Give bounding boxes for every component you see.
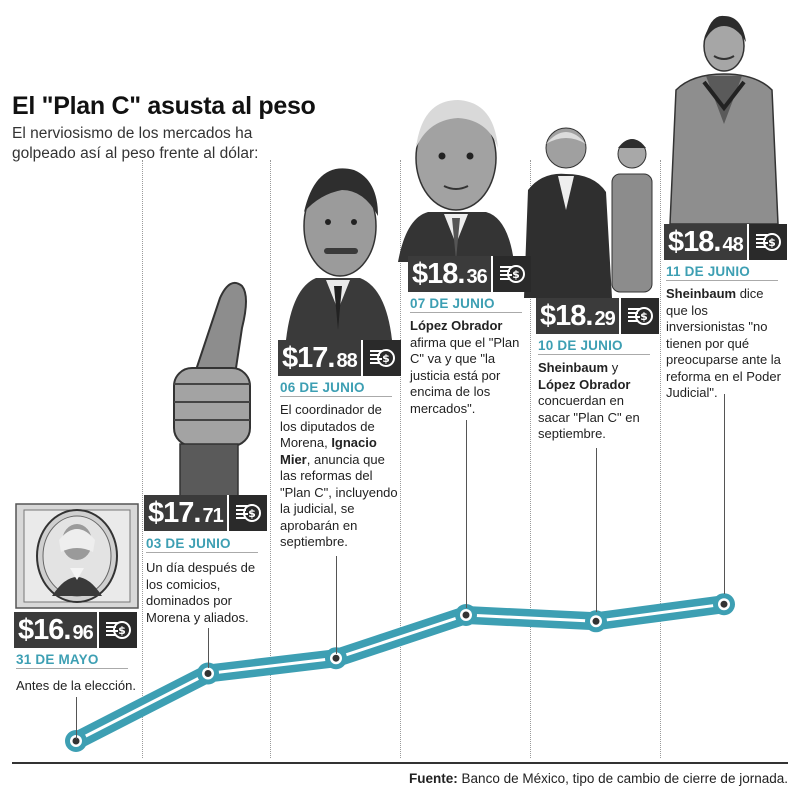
price-decimals: 36 [466,266,487,288]
event-description: El coordinador de los diputados de Moren… [280,402,398,551]
price-label: $17. 71 $ [144,495,267,531]
price-decimals: 71 [202,505,223,527]
event-description: Sheinbaum y López Obrador concuerdan en … [538,360,656,443]
desc-bold-name: López Obrador [410,318,503,333]
svg-text:$: $ [512,268,520,281]
price-decimals: 29 [594,308,615,330]
event-date: 10 DE JUNIO [538,338,650,355]
leader-line [596,448,597,612]
leader-line [336,556,337,654]
desc-text: , anuncia que las reformas del "Plan C",… [280,451,398,550]
desc-bold-name: López Obrador [538,376,631,392]
price-label: $16. 96 $ [14,612,137,648]
price-label: $18. 36 $ [408,256,531,292]
price-label: $17. 88 $ [278,340,401,376]
column-divider [270,160,271,758]
page-title: El "Plan C" asusta al peso [12,92,316,120]
banknote-washington-image [15,503,139,609]
desc-text: dice que los inversionistas "no tienen p… [666,286,781,400]
money-coin-icon: $ [618,298,659,334]
event-date: 03 DE JUNIO [146,536,258,553]
sheinbaum-image [669,15,779,224]
baseline-rule [12,762,788,764]
data-point-center [592,617,600,625]
svg-text:$: $ [768,236,776,249]
price-value: $18. [668,226,721,258]
leader-line [208,628,209,668]
sheinbaum-lopez-obrador-image [524,127,653,298]
price-label: $18. 29 $ [536,298,659,334]
event-description: López Obrador afirma que el "Plan C" va … [410,318,526,417]
money-coin-icon: $ [360,340,401,376]
thumbs-up-image [173,282,251,496]
desc-bold-name: Sheinbaum [538,360,609,375]
svg-text:$: $ [640,310,648,323]
data-point-center [204,670,212,677]
price-decimals: 96 [72,622,93,644]
price-decimals: 48 [722,234,743,256]
event-date: 07 DE JUNIO [410,296,522,313]
leader-line [466,420,467,608]
column-divider [142,160,143,758]
event-date: 06 DE JUNIO [280,380,392,397]
data-point-center [332,654,340,662]
leader-line [76,697,77,739]
data-point-center [72,737,80,745]
desc-bold-name: Sheinbaum [666,286,737,301]
event-description: Sheinbaum dice que los inversionistas "n… [666,286,788,402]
price-value: $18. [540,300,593,332]
data-point-center [720,600,728,608]
column-divider [530,160,531,758]
price-label: $18. 48 $ [664,224,787,260]
source-label: Fuente: [409,771,458,786]
price-value: $17. [282,342,335,374]
desc-bold-name: Ignacio Mier [280,435,377,467]
source-note: Fuente: Banco de México, tipo de cambio … [409,771,788,786]
leader-line [724,394,725,594]
ignacio-mier-image [286,168,392,340]
event-description: Antes de la elección. [16,678,136,693]
price-decimals: 88 [336,350,357,372]
lopez-obrador-image [398,100,514,262]
source-text: Banco de México, tipo de cambio de cierr… [457,771,788,786]
price-value: $16. [18,614,71,646]
page-subtitle: El nerviosismo de los mercados ha golpea… [12,125,259,162]
money-coin-icon: $ [746,224,787,260]
money-coin-icon: $ [226,495,267,531]
price-value: $17. [148,497,201,529]
event-date: 11 DE JUNIO [666,264,778,281]
column-divider [400,160,401,758]
desc-text: El coordinador de los diputados de Moren… [280,402,382,450]
desc-text: concuerdan en sacar "Plan C" en septiemb… [538,393,640,441]
desc-text: afirma que el "Plan C" va y que "la just… [410,334,520,416]
price-value: $18. [412,258,465,290]
data-point-center [462,611,470,619]
event-description: Un día después de los comicios, dominado… [146,560,256,625]
series-line-highlight [74,602,726,743]
svg-text:$: $ [118,624,126,637]
money-coin-icon: $ [490,256,531,292]
desc-text: y [608,360,619,375]
money-coin-icon: $ [96,612,137,648]
column-divider [660,160,661,758]
svg-text:$: $ [382,352,390,365]
svg-text:$: $ [248,507,256,520]
event-date: 31 DE MAYO [16,652,128,669]
